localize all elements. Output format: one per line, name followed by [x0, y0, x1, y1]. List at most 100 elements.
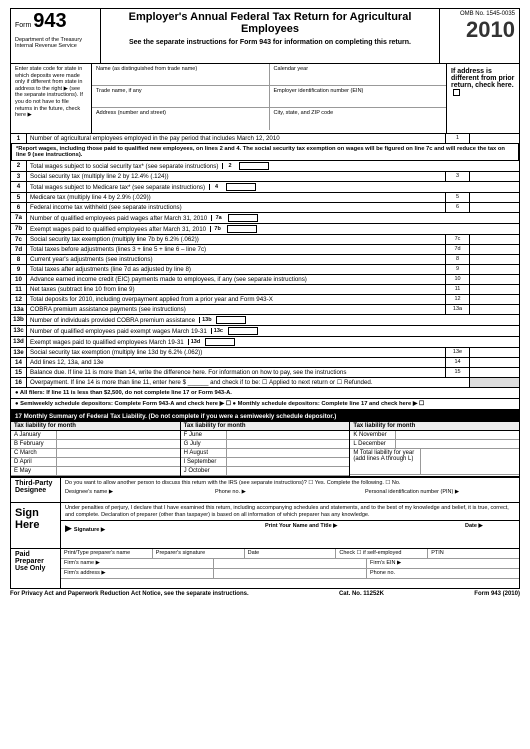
designee-phone[interactable]: Phone no. ▶ — [215, 489, 365, 495]
line-8: 8Current year's adjustments (see instruc… — [11, 255, 519, 265]
third-party-question: Do you want to allow another person to d… — [65, 480, 515, 486]
tax-year: 2010 — [444, 17, 515, 43]
month-amount[interactable] — [226, 440, 350, 448]
line-7a-input[interactable] — [228, 214, 258, 222]
line-3-amount[interactable] — [469, 172, 519, 181]
month-amount[interactable] — [226, 449, 350, 457]
line-15: 15Balance due. If line 11 is more than 1… — [11, 368, 519, 378]
month-amount[interactable] — [56, 440, 180, 448]
preparer-cell[interactable]: Phone no. — [367, 569, 519, 578]
dept-line: Department of the Treasury Internal Reve… — [15, 37, 96, 49]
month-amount[interactable] — [56, 449, 180, 457]
preparer-cell[interactable]: Firm's address ▶ — [61, 569, 214, 578]
line-13b: 13bNumber of individuals provided COBRA … — [11, 315, 519, 326]
state-code-note: Enter state code for state in which depo… — [11, 64, 91, 133]
month-amount[interactable] — [395, 431, 519, 439]
name-field[interactable]: Name (as distinguished from trade name) — [92, 64, 269, 85]
line-8-amount[interactable] — [469, 255, 519, 264]
month-amount[interactable] — [56, 431, 180, 439]
preparer-cell[interactable]: Print/Type preparer's name — [61, 549, 153, 558]
month-amount[interactable] — [56, 458, 180, 466]
third-party-label: Third-Party Designee — [11, 478, 61, 502]
line-13c-input[interactable] — [228, 327, 258, 335]
line-15-amount[interactable] — [469, 368, 519, 377]
line-7c-amount[interactable] — [469, 235, 519, 244]
line-2-input[interactable] — [239, 162, 269, 170]
month-amount[interactable] — [226, 431, 350, 439]
sign-date-field[interactable]: Date ▶ — [465, 523, 483, 529]
address-field[interactable]: Address (number and street) — [92, 108, 269, 130]
print-name-field[interactable]: Print Your Name and Title ▶ — [265, 523, 337, 529]
line-13d-input[interactable] — [205, 338, 235, 346]
line-13a: 13aCOBRA premium assistance payments (se… — [11, 305, 519, 315]
preparer-cell[interactable]: PTIN — [428, 549, 519, 558]
filer-note-all: ● All filers: If line 11 is less than $2… — [10, 388, 520, 399]
line-5: 5Medicare tax (multiply line 4 by 2.9% (… — [11, 193, 519, 203]
preparer-cell[interactable]: Check ☐ if self-employed — [336, 549, 428, 558]
line-6-amount[interactable] — [469, 203, 519, 212]
month-amount[interactable] — [395, 440, 519, 448]
line-7b-input[interactable] — [227, 225, 257, 233]
preparer-cell[interactable]: Date — [245, 549, 337, 558]
sign-here: Sign Here Under penalties of perjury, I … — [10, 503, 520, 549]
line-13e: 13eSocial security tax exemption (multip… — [11, 348, 519, 358]
page-footer: For Privacy Act and Paperwork Reduction … — [10, 589, 520, 599]
designee-pin[interactable]: Personal identification number (PIN) ▶ — [365, 489, 515, 495]
line-4: 4Total wages subject to Medicare tax* (s… — [11, 182, 519, 193]
wage-note: *Report wages, including those paid to q… — [11, 144, 519, 161]
preparer-cell[interactable]: Firm's name ▶ — [61, 559, 214, 568]
line-13d: 13dExempt wages paid to qualified employ… — [11, 337, 519, 348]
line-14: 14Add lines 12, 13a, and 13e14 — [11, 358, 519, 368]
col-hd: Tax liability for month — [181, 422, 350, 431]
form-label: Form — [15, 22, 31, 29]
line-3: 3Social security tax (multiply line 2 by… — [11, 172, 519, 182]
line-14-amount[interactable] — [469, 358, 519, 367]
perjury-statement: Under penalties of perjury, I declare th… — [61, 503, 519, 521]
form-header: Form 943 Department of the Treasury Inte… — [10, 8, 520, 64]
month-amount[interactable] — [226, 458, 350, 466]
ein-field[interactable]: Employer identification number (EIN) — [269, 86, 447, 107]
tax-lines: 1Number of agricultural employees employ… — [10, 134, 520, 388]
line-7c: 7cSocial security tax exemption (multipl… — [11, 235, 519, 245]
line-9: 9Total taxes after adjustments (line 7d … — [11, 265, 519, 275]
preparer-cell[interactable]: Firm's EIN ▶ — [367, 559, 519, 568]
line-10: 10Advance earned income credit (EIC) pay… — [11, 275, 519, 285]
footer-left: For Privacy Act and Paperwork Reduction … — [10, 591, 249, 597]
trade-name-field[interactable]: Trade name, if any — [92, 86, 269, 107]
line-7d-amount[interactable] — [469, 245, 519, 254]
line-7d: 7dTotal taxes before adjustments (lines … — [11, 245, 519, 255]
address-changed-checkbox[interactable] — [453, 89, 460, 96]
line-13a-amount[interactable] — [469, 305, 519, 314]
line-16: 16Overpayment. If line 14 is more than l… — [11, 378, 519, 388]
monthly-summary: 17 Monthly Summary of Federal Tax Liabil… — [10, 410, 520, 477]
paid-preparer-label: Paid Preparer Use Only — [11, 549, 61, 588]
line-13e-amount[interactable] — [469, 348, 519, 357]
line-12-amount[interactable] — [469, 295, 519, 304]
preparer-cell[interactable] — [214, 559, 367, 568]
line-9-amount[interactable] — [469, 265, 519, 274]
line-11-amount[interactable] — [469, 285, 519, 294]
line-7a: 7aNumber of qualified employees paid wag… — [11, 213, 519, 224]
line-12: 12Total deposits for 2010, including ove… — [11, 295, 519, 305]
form-title: Employer's Annual Federal Tax Return for… — [105, 11, 435, 35]
line-13b-input[interactable] — [216, 316, 246, 324]
preparer-cell[interactable] — [214, 569, 367, 578]
line-10-amount[interactable] — [469, 275, 519, 284]
address-changed-note: If address is different from prior retur… — [451, 68, 514, 89]
line-1-amount[interactable] — [469, 134, 519, 143]
city-field[interactable]: City, state, and ZIP code — [269, 108, 447, 130]
month-amount[interactable] — [226, 467, 350, 475]
designee-name[interactable]: Designee's name ▶ — [65, 489, 215, 495]
total-liability[interactable] — [420, 449, 519, 474]
line-4-input[interactable] — [226, 183, 256, 191]
footer-right: Form 943 (2010) — [474, 591, 520, 597]
form-subtitle: See the separate instructions for Form 9… — [105, 39, 435, 46]
month-amount[interactable] — [56, 467, 180, 475]
line-6: 6Federal income tax withheld (see separa… — [11, 203, 519, 213]
preparer-cell[interactable]: Preparer's signature — [153, 549, 245, 558]
signature-field[interactable]: Signature ▶ — [74, 527, 105, 533]
line-7b: 7bExempt wages paid to qualified employe… — [11, 224, 519, 235]
line-5-amount[interactable] — [469, 193, 519, 202]
line-2: 2Total wages subject to social security … — [11, 161, 519, 172]
calendar-year-field[interactable]: Calendar year — [269, 64, 447, 85]
